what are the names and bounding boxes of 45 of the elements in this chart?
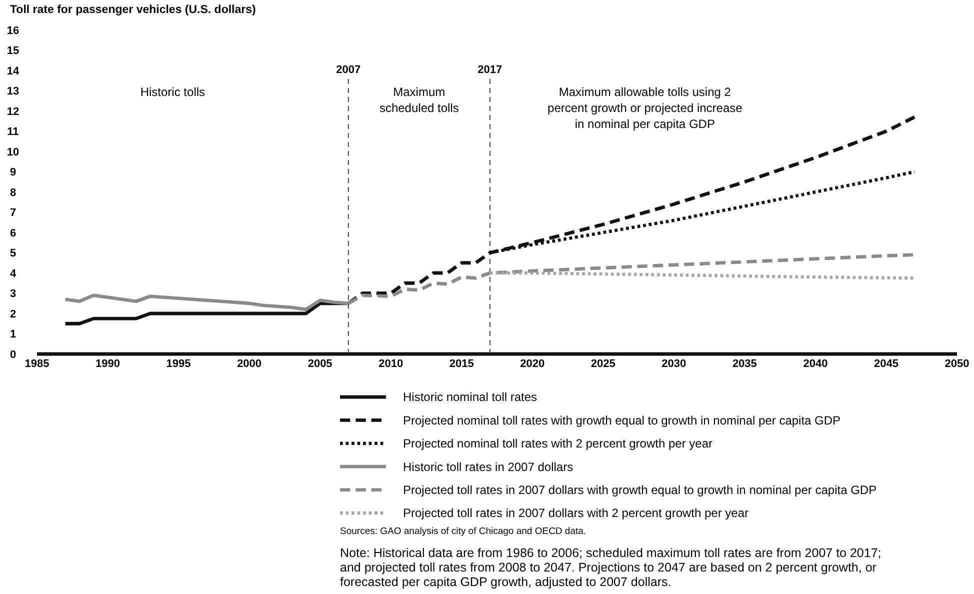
y-tick-label: 0 xyxy=(10,348,16,361)
y-tick-label: 8 xyxy=(10,186,16,199)
x-tick-label: 2045 xyxy=(874,358,898,370)
x-tick-label: 1985 xyxy=(24,358,50,370)
x-tick-label: 1990 xyxy=(96,358,120,370)
annotation: Historic tolls xyxy=(140,85,206,99)
x-tick-label: 2015 xyxy=(449,358,474,370)
y-tick-label: 9 xyxy=(10,166,16,179)
y-tick-label: 12 xyxy=(6,106,20,118)
y-tick-label: 6 xyxy=(10,227,16,240)
y-tick-label: 4 xyxy=(10,268,17,280)
y-tick-label: 16 xyxy=(6,24,20,37)
source-note: Sources: GAO analysis of city of Chicago and OECD data. xyxy=(340,526,586,537)
y-tick-label: 14 xyxy=(6,65,20,78)
y-tick-label: 10 xyxy=(6,146,20,158)
x-tick-label: 2005 xyxy=(308,358,332,370)
x-tick-label: 2020 xyxy=(520,358,545,370)
y-tick-label: 1 xyxy=(10,328,16,341)
legend-label: Historic nominal toll rates xyxy=(403,390,538,404)
y-tick-label: 15 xyxy=(6,45,20,58)
x-tick-label: 2030 xyxy=(662,358,686,370)
legend-label: Historic toll rates in 2007 dollars xyxy=(403,460,574,474)
legend-label: Projected nominal toll rates with 2 percent growth per year xyxy=(403,436,712,451)
y-tick-label: 2 xyxy=(10,308,16,320)
annotation: Maximum scheduled tolls xyxy=(379,85,459,115)
y-axis-title: Toll rate for passenger vehicles (U.S. dollars) xyxy=(10,4,256,16)
ref-line-label: 2017 xyxy=(478,64,502,76)
x-tick-label: 2010 xyxy=(378,358,404,370)
legend-label: Projected toll rates in 2007 dollars with 2 percent growth per year xyxy=(403,506,749,520)
annotation: Maximum allowable tolls using 2 percent growth or projected increase in nominal per capita GDP xyxy=(548,85,743,131)
y-tick-label: 11 xyxy=(7,126,19,138)
legend-label: Projected toll rates in 2007 dollars with growth equal to growth in nominal per capita GDP xyxy=(403,483,877,497)
x-tick-label: 2040 xyxy=(803,358,828,370)
text: Note: Historical data are from 1986 to 2006; scheduled maximum toll rates are from 2007 to 2017; and projected toll rates from 2008 to 2047. Projections to 2047 are based on 2 percent growth, or forecasted per capita GDP growth, adjusted to 2007 dollars. xyxy=(340,546,882,589)
x-tick-label: 2000 xyxy=(237,358,262,370)
ref-line-label: 2007 xyxy=(336,64,361,76)
x-tick-label: 2025 xyxy=(590,358,616,370)
x-tick-label: 1995 xyxy=(166,358,191,370)
y-tick-label: 13 xyxy=(6,86,20,98)
y-tick-label: 3 xyxy=(10,288,16,300)
x-tick-label: 2035 xyxy=(732,358,757,370)
y-tick-label: 5 xyxy=(10,248,16,260)
x-tick-label: 2050 xyxy=(944,358,970,370)
y-tick-label: 7 xyxy=(10,207,16,220)
legend-label: Projected nominal toll rates with growth equal to growth in nominal per capita GDP xyxy=(403,413,841,428)
